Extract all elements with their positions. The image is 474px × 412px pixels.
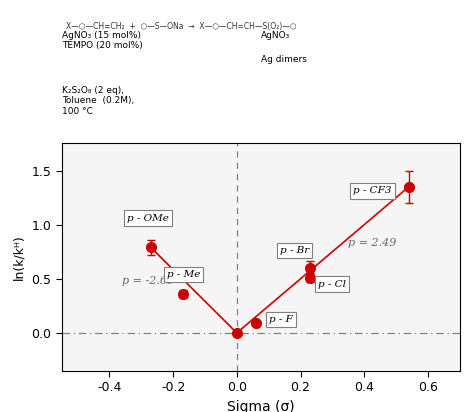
- Text: p - OMe: p - OMe: [127, 213, 169, 222]
- Text: K₂S₂O₈ (2 eq),
Toluene  (0.2M),
100 °C: K₂S₂O₈ (2 eq), Toluene (0.2M), 100 °C: [62, 86, 134, 116]
- Text: p = 2.49: p = 2.49: [348, 238, 397, 248]
- Text: p - Cl: p - Cl: [318, 279, 346, 288]
- Text: p - Me: p - Me: [167, 270, 200, 279]
- Text: Ag dimers: Ag dimers: [261, 55, 307, 64]
- Text: AgNO₃ (15 mol%)
TEMPO (20 mol%): AgNO₃ (15 mol%) TEMPO (20 mol%): [62, 31, 142, 50]
- Y-axis label: ln(k/kᴴ): ln(k/kᴴ): [13, 234, 26, 280]
- Text: p = -2.69: p = -2.69: [122, 276, 174, 286]
- Text: p - F: p - F: [269, 315, 292, 324]
- Text: AgNO₃: AgNO₃: [261, 31, 290, 40]
- Text: p - Br: p - Br: [280, 246, 309, 255]
- Text: X—⬡—CH=CH₂  +  ⬡—S—ONa  →  X—⬡—CH=CH—S(O₂)—⬡: X—⬡—CH=CH₂ + ⬡—S—ONa → X—⬡—CH=CH—S(O₂)—⬡: [65, 22, 296, 31]
- X-axis label: Sigma (σ): Sigma (σ): [227, 400, 294, 412]
- Text: p - CF3: p - CF3: [353, 187, 392, 195]
